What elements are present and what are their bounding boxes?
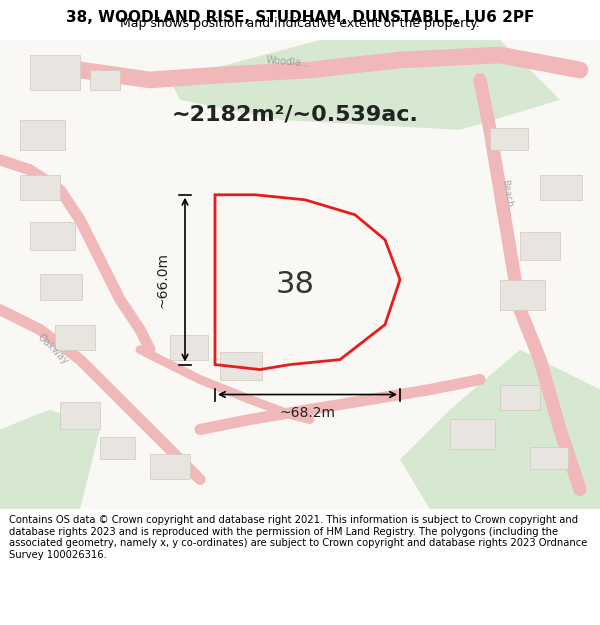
Text: Beach...: Beach... <box>500 179 515 217</box>
Polygon shape <box>170 40 560 130</box>
Text: ~68.2m: ~68.2m <box>280 406 335 419</box>
Text: 38, WOODLAND RISE, STUDHAM, DUNSTABLE, LU6 2PF: 38, WOODLAND RISE, STUDHAM, DUNSTABLE, L… <box>66 10 534 25</box>
Bar <box>170 334 208 359</box>
Polygon shape <box>400 349 600 509</box>
Text: Contains OS data © Crown copyright and database right 2021. This information is : Contains OS data © Crown copyright and d… <box>9 515 587 560</box>
Text: Map shows position and indicative extent of the property.: Map shows position and indicative extent… <box>120 17 480 30</box>
Bar <box>30 222 75 250</box>
Text: ~2182m²/~0.539ac.: ~2182m²/~0.539ac. <box>172 105 418 125</box>
Text: 38: 38 <box>275 270 314 299</box>
Text: Woodla...: Woodla... <box>265 55 310 69</box>
Bar <box>150 454 190 479</box>
Bar <box>20 120 65 150</box>
Bar <box>100 438 135 459</box>
Bar <box>60 401 100 429</box>
Bar <box>90 70 120 90</box>
Text: ~66.0m: ~66.0m <box>156 252 170 308</box>
Bar <box>40 274 82 299</box>
Bar <box>490 128 528 150</box>
Bar <box>20 175 60 200</box>
Polygon shape <box>0 409 100 509</box>
Bar <box>540 175 582 200</box>
Bar <box>500 384 540 409</box>
Bar <box>500 279 545 309</box>
Bar <box>450 419 495 449</box>
Bar <box>220 352 262 379</box>
Text: Oakway: Oakway <box>35 332 70 367</box>
Bar <box>30 55 80 90</box>
Bar <box>520 232 560 260</box>
Bar <box>55 324 95 349</box>
Bar <box>530 448 568 469</box>
